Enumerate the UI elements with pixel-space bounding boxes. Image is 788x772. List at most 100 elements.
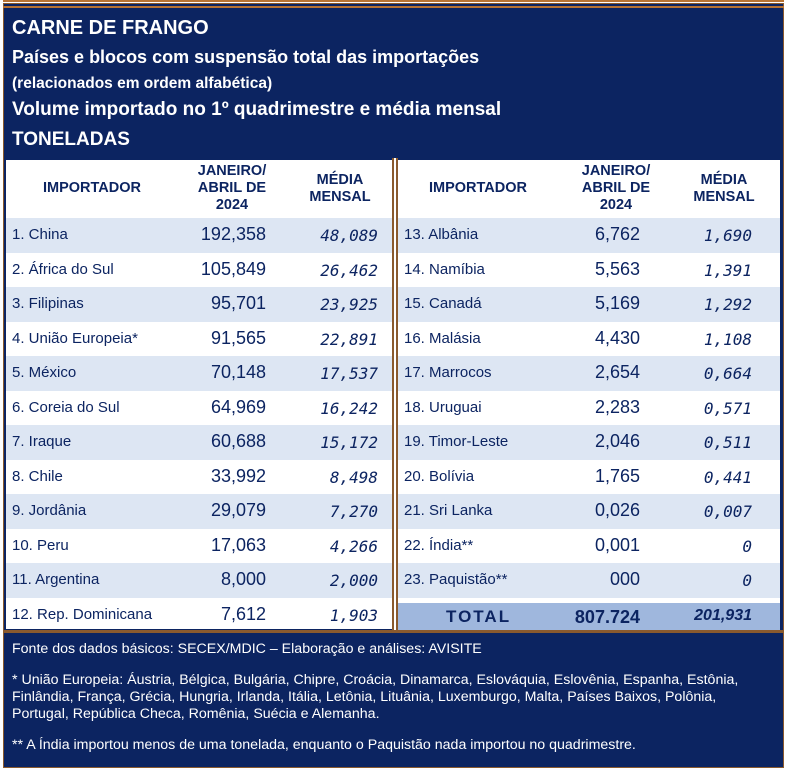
- average-value: 1,108: [703, 329, 752, 349]
- average-value: 1,292: [703, 295, 752, 314]
- average-value: 23,925: [320, 295, 378, 314]
- table-row: 8. Chile 33,992 8,498: [6, 460, 392, 495]
- importer-name: 21. Sri Lanka: [404, 502, 493, 519]
- volume-value: 4,430: [594, 327, 640, 348]
- footer-divider: [3, 630, 784, 633]
- importer-name: 16. Malásia: [404, 329, 481, 347]
- table-row: 7. Iraque 60,688 15,172: [6, 425, 392, 460]
- volume-value: 2,046: [594, 431, 640, 451]
- right-table: IMPORTADOR JANEIRO/ ABRIL DE 2024 MÉDIA …: [398, 160, 780, 629]
- col-period-line2: ABRIL DE: [581, 180, 651, 196]
- table-row: 6. Coreia do Sul 64,969 16,242: [6, 391, 392, 426]
- average-value: 26,462: [320, 260, 378, 280]
- table-row: 10. Peru 17,063 4,266: [6, 529, 392, 564]
- volume-value: 8,000: [220, 569, 266, 589]
- average-value: 1,903: [329, 605, 378, 625]
- importer-name: 5. México: [12, 364, 77, 381]
- volume-value: 64,969: [210, 396, 266, 417]
- table-row: 16. Malásia 4,430 1,108: [398, 322, 780, 357]
- volume-value: 0,001: [594, 534, 640, 555]
- volume-value: 70,148: [210, 362, 266, 382]
- table-row: 18. Uruguai 2,283 0,571: [398, 391, 780, 426]
- title-order-note: (relacionados em ordem alfabética): [12, 75, 273, 92]
- volume-value: 29,079: [210, 500, 266, 520]
- column-divider: [392, 158, 398, 630]
- average-value: 0,664: [703, 364, 752, 383]
- volume-value: 192,358: [200, 224, 266, 244]
- average-value: 16,242: [320, 398, 378, 418]
- title-unit: TONELADAS: [12, 129, 130, 150]
- average-value: 17,537: [320, 364, 378, 383]
- footer-note-eu: * União Europeia: Áustria, Bélgica, Bulg…: [12, 672, 739, 722]
- average-value: 4,266: [329, 536, 378, 556]
- importer-name: 15. Canadá: [404, 295, 482, 312]
- average-value: 1,690: [703, 226, 752, 245]
- col-period-line3: 2024: [215, 197, 249, 213]
- average-value: 2,000: [329, 571, 378, 590]
- average-value: 1,391: [703, 260, 752, 280]
- volume-value: 0,026: [594, 500, 640, 520]
- volume-value: 95,701: [210, 293, 266, 313]
- importer-name: 22. Índia**: [404, 536, 474, 554]
- title-subject: Países e blocos com suspensão total das …: [12, 47, 480, 67]
- table-row: 14. Namíbia 5,563 1,391: [398, 253, 780, 288]
- table-row: 21. Sri Lanka 0,026 0,007: [398, 494, 780, 529]
- left-table-header: IMPORTADOR JANEIRO/ ABRIL DE 2024 MÉDIA …: [6, 160, 392, 216]
- average-value: 0,511: [703, 433, 752, 452]
- table-row: 2. África do Sul 105,849 26,462: [6, 253, 392, 288]
- table-row: 13. Albânia 6,762 1,690: [398, 218, 780, 253]
- importer-name: 1. China: [12, 226, 68, 243]
- importer-name: 11. Argentina: [12, 571, 100, 588]
- total-row: TOTAL 807.724 201,931: [398, 603, 780, 630]
- volume-value: 60,688: [210, 431, 266, 451]
- average-value: 7,270: [329, 502, 378, 521]
- total-volume: 807.724: [574, 607, 640, 627]
- importer-name: 9. Jordânia: [12, 502, 87, 519]
- importer-name: 13. Albânia: [404, 226, 479, 243]
- volume-value: 6,762: [594, 224, 640, 244]
- average-value: 8,498: [329, 467, 378, 487]
- volume-value: 5,169: [594, 293, 640, 313]
- col-importer: IMPORTADOR: [428, 180, 527, 196]
- average-value: 15,172: [320, 433, 378, 452]
- col-average-line1: MÉDIA: [700, 172, 748, 188]
- importer-name: 19. Timor-Leste: [404, 433, 509, 450]
- average-value: 0: [742, 571, 752, 590]
- col-average: MÉDIA MENSAL: [674, 172, 774, 206]
- col-period-line1: JANEIRO/: [197, 163, 267, 179]
- table-row: 19. Timor-Leste 2,046 0,511: [398, 425, 780, 460]
- importer-name: 10. Peru: [12, 536, 69, 554]
- average-value: 0: [742, 536, 752, 556]
- total-average: 201,931: [694, 607, 752, 624]
- importer-name: 2. África do Sul: [12, 260, 114, 278]
- col-average-line2: MENSAL: [309, 189, 371, 205]
- average-value: 48,089: [320, 226, 378, 245]
- footer-notes: Fonte dos dados básicos: SECEX/MDIC – El…: [6, 635, 782, 754]
- importer-name: 4. União Europeia*: [12, 329, 138, 347]
- volume-value: 105,849: [200, 258, 266, 279]
- volume-value: 33,992: [210, 465, 266, 486]
- total-label: TOTAL: [446, 607, 512, 626]
- importer-name: 17. Marrocos: [404, 364, 492, 381]
- importer-name: 3. Filipinas: [12, 295, 84, 312]
- col-average-line2: MENSAL: [693, 189, 755, 205]
- top-border-line: [3, 0, 784, 2]
- col-importer: IMPORTADOR: [42, 180, 141, 196]
- importer-name: 7. Iraque: [12, 433, 72, 450]
- table-row: 17. Marrocos 2,654 0,664: [398, 356, 780, 391]
- average-value: 22,891: [320, 329, 378, 349]
- importer-name: 12. Rep. Dominicana: [12, 605, 153, 623]
- importer-name: 6. Coreia do Sul: [12, 398, 120, 416]
- volume-value: 7,612: [220, 603, 266, 624]
- title-block: CARNE DE FRANGO Países e blocos com susp…: [6, 11, 782, 156]
- importer-name: 20. Bolívia: [404, 467, 475, 485]
- right-table-header: IMPORTADOR JANEIRO/ ABRIL DE 2024 MÉDIA …: [398, 160, 780, 216]
- col-period-line2: ABRIL DE: [197, 180, 267, 196]
- table-row: 12. Rep. Dominicana 7,612 1,903: [6, 598, 392, 633]
- volume-value: 5,563: [594, 258, 640, 279]
- top-border-line-inner: [3, 6, 784, 8]
- col-period-line1: JANEIRO/: [581, 163, 651, 179]
- table-row: 5. México 70,148 17,537: [6, 356, 392, 391]
- importer-name: 8. Chile: [12, 467, 63, 485]
- volume-value: 2,654: [594, 362, 640, 382]
